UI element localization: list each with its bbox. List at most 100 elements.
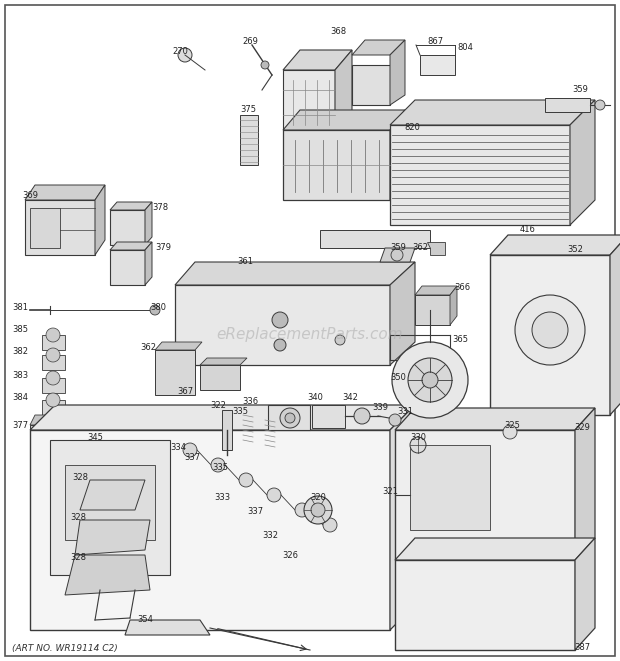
Text: 384: 384	[12, 393, 28, 403]
Circle shape	[335, 335, 345, 345]
Text: 385: 385	[12, 325, 28, 334]
Polygon shape	[268, 405, 310, 430]
Circle shape	[410, 437, 426, 453]
Text: 387: 387	[574, 644, 590, 652]
Polygon shape	[427, 242, 445, 255]
Text: 379: 379	[155, 243, 171, 253]
Polygon shape	[30, 425, 80, 445]
Text: 270: 270	[172, 48, 188, 56]
Text: eReplacementParts.com: eReplacementParts.com	[216, 327, 404, 342]
Polygon shape	[610, 235, 620, 415]
Polygon shape	[390, 405, 415, 630]
Polygon shape	[30, 415, 85, 425]
Circle shape	[272, 312, 288, 328]
Polygon shape	[200, 358, 247, 365]
Polygon shape	[395, 538, 595, 560]
Polygon shape	[410, 445, 490, 530]
Polygon shape	[110, 250, 145, 285]
Text: 325: 325	[504, 420, 520, 430]
Text: 383: 383	[12, 371, 28, 379]
Text: 339: 339	[372, 403, 388, 412]
Polygon shape	[490, 235, 620, 255]
Circle shape	[150, 305, 160, 315]
Text: 330: 330	[410, 434, 426, 442]
Circle shape	[46, 371, 60, 385]
Text: 328: 328	[72, 473, 88, 481]
Polygon shape	[42, 400, 65, 415]
Text: 331: 331	[397, 407, 413, 416]
Circle shape	[46, 348, 60, 362]
Polygon shape	[110, 242, 152, 250]
Polygon shape	[450, 286, 457, 325]
Polygon shape	[65, 555, 150, 595]
Polygon shape	[335, 50, 352, 130]
Polygon shape	[80, 480, 145, 510]
Circle shape	[392, 342, 468, 418]
Text: 335: 335	[232, 407, 248, 416]
Polygon shape	[42, 378, 65, 393]
Circle shape	[261, 61, 269, 69]
Text: 820: 820	[404, 124, 420, 132]
Text: 322: 322	[210, 401, 226, 410]
Circle shape	[391, 249, 403, 261]
Polygon shape	[75, 520, 150, 555]
Text: 328: 328	[70, 553, 86, 563]
Polygon shape	[395, 560, 575, 650]
Text: 416: 416	[520, 225, 536, 235]
Text: 368: 368	[330, 28, 346, 36]
Polygon shape	[42, 335, 65, 350]
Text: 362: 362	[140, 344, 156, 352]
Circle shape	[295, 503, 309, 517]
Circle shape	[267, 488, 281, 502]
Polygon shape	[30, 405, 415, 430]
Polygon shape	[415, 286, 457, 295]
Polygon shape	[155, 350, 195, 395]
Polygon shape	[283, 130, 390, 200]
Circle shape	[304, 496, 332, 524]
Circle shape	[408, 358, 452, 402]
Polygon shape	[312, 405, 345, 428]
Circle shape	[285, 413, 295, 423]
Polygon shape	[390, 262, 415, 365]
Polygon shape	[110, 202, 152, 210]
Text: 337: 337	[247, 508, 263, 516]
Text: 321: 321	[382, 488, 398, 496]
Text: 804: 804	[457, 44, 473, 52]
Polygon shape	[352, 40, 405, 55]
Text: 362: 362	[412, 243, 428, 253]
Polygon shape	[50, 440, 170, 575]
Polygon shape	[175, 262, 415, 285]
Circle shape	[280, 408, 300, 428]
Polygon shape	[283, 110, 405, 130]
Text: (ART NO. WR19114 C2): (ART NO. WR19114 C2)	[12, 644, 118, 652]
Circle shape	[183, 443, 197, 457]
Text: 329: 329	[574, 424, 590, 432]
Circle shape	[354, 408, 370, 424]
Text: 345: 345	[87, 434, 103, 442]
Circle shape	[532, 312, 568, 348]
Text: 334: 334	[170, 442, 186, 451]
Text: 350: 350	[390, 373, 406, 383]
Polygon shape	[145, 202, 152, 245]
Polygon shape	[570, 100, 595, 225]
Text: 340: 340	[307, 393, 323, 403]
Text: 320: 320	[310, 494, 326, 502]
Circle shape	[515, 295, 585, 365]
Polygon shape	[65, 465, 155, 540]
Text: 361: 361	[237, 258, 253, 266]
Circle shape	[211, 458, 225, 472]
Text: 333: 333	[214, 494, 230, 502]
Polygon shape	[283, 70, 335, 130]
Text: 354: 354	[137, 615, 153, 625]
Circle shape	[503, 425, 517, 439]
Text: 337: 337	[184, 453, 200, 463]
Polygon shape	[490, 255, 610, 415]
Text: 335: 335	[212, 463, 228, 473]
Text: 367: 367	[177, 387, 193, 397]
Polygon shape	[415, 295, 450, 325]
Text: 380: 380	[150, 303, 166, 311]
Polygon shape	[390, 125, 570, 225]
Polygon shape	[125, 620, 210, 635]
Polygon shape	[380, 248, 415, 262]
Polygon shape	[25, 200, 95, 255]
